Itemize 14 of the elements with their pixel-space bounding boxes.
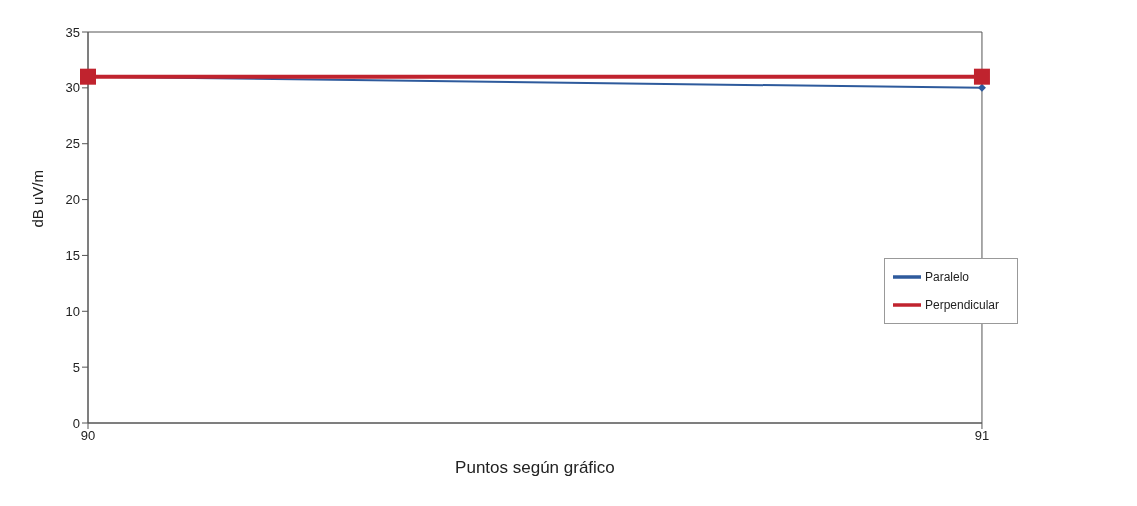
y-axis-title: dB uV/m: [29, 169, 47, 228]
y-tick-label: 30: [65, 80, 80, 96]
legend-label: Paralelo: [924, 270, 969, 285]
y-tick-label: 10: [65, 303, 80, 319]
y-tick-label: 20: [65, 192, 80, 208]
x-axis-title: Puntos según gráfico: [455, 458, 615, 477]
legend-label: Perpendicular: [924, 298, 999, 313]
y-tick-label: 35: [65, 24, 80, 40]
y-tick-label: 25: [65, 136, 80, 152]
x-tick-label: 90: [80, 428, 96, 444]
x-tick-label: 91: [974, 428, 990, 444]
y-tick-label: 0: [72, 415, 80, 431]
y-tick-label: 15: [65, 248, 80, 264]
y-tick-label: 5: [72, 359, 80, 375]
